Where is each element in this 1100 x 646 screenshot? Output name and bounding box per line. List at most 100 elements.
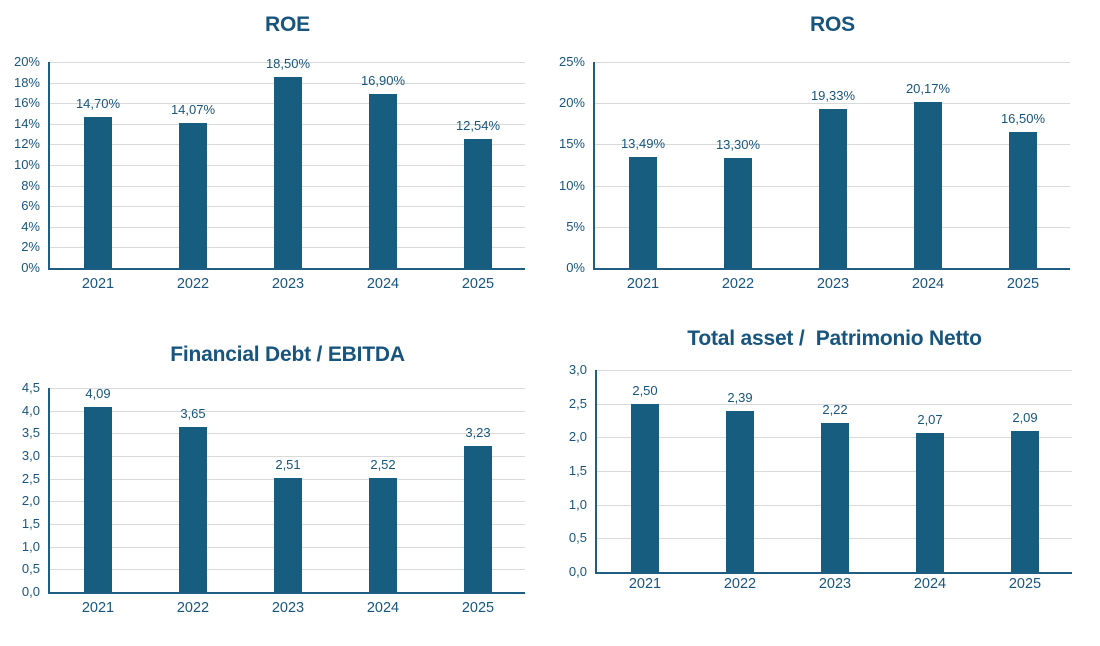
y-tick-label: 4% <box>21 219 40 234</box>
bar-2022 <box>179 123 207 268</box>
y-tick-label: 2,0 <box>21 493 40 508</box>
y-tick-label: 0,5 <box>21 561 40 576</box>
chart-roe-title: ROE <box>265 13 310 36</box>
y-tick-label: 0% <box>566 260 585 275</box>
bar-value-label: 2,50 <box>632 383 658 398</box>
bar-2023 <box>821 423 849 572</box>
x-axis-line <box>48 268 525 270</box>
chart-total-asset-patrimonio-netto-title: Total asset / Patrimonio Netto <box>687 327 982 350</box>
bar-value-label: 13,49% <box>620 136 666 151</box>
bar-value-label: 2,52 <box>370 457 396 472</box>
bar-2024 <box>369 478 397 592</box>
y-tick-label: 25% <box>558 54 585 69</box>
y-axis-line <box>595 370 597 574</box>
bar-value-label: 14,07% <box>170 102 216 117</box>
x-axis-label: 2022 <box>176 276 210 292</box>
x-axis-label: 2025 <box>1008 576 1042 592</box>
y-tick-label: 1,5 <box>21 516 40 531</box>
bar-2025 <box>1009 132 1037 268</box>
y-tick-label: 2,5 <box>568 396 587 411</box>
chart-ros: ROS 0% 5% 10% 15% 20% 25% 13,49% 2021 13,30% 2022… <box>550 0 1100 320</box>
x-axis-label: 2021 <box>81 600 115 616</box>
x-axis-label: 2024 <box>911 276 945 292</box>
y-axis-line <box>48 62 50 270</box>
gridline <box>50 388 525 389</box>
y-tick-label: 2,0 <box>568 429 587 444</box>
y-axis-line <box>48 388 50 594</box>
gridline <box>50 433 525 434</box>
y-tick-label: 1,5 <box>568 463 587 478</box>
bar-2021 <box>84 407 112 592</box>
bar-value-label: 3,23 <box>465 425 491 440</box>
y-tick-label: 20% <box>558 95 585 110</box>
x-axis-label: 2024 <box>366 276 400 292</box>
x-axis-line <box>48 592 525 594</box>
bar-value-label: 14,70% <box>75 96 121 111</box>
bar-2025 <box>1011 431 1039 572</box>
y-tick-label: 4,5 <box>21 380 40 395</box>
bar-2023 <box>819 109 847 268</box>
y-tick-label: 0,0 <box>568 564 587 579</box>
y-tick-label: 2% <box>21 239 40 254</box>
x-axis-label: 2025 <box>461 276 495 292</box>
y-axis-line <box>593 62 595 270</box>
bar-2022 <box>724 158 752 268</box>
y-tick-label: 16% <box>13 95 40 110</box>
y-tick-label: 8% <box>21 178 40 193</box>
x-axis-label: 2025 <box>1006 276 1040 292</box>
y-tick-label: 4,0 <box>21 403 40 418</box>
bar-2024 <box>369 94 397 268</box>
y-tick-label: 15% <box>558 136 585 151</box>
x-axis-label: 2023 <box>271 600 305 616</box>
gridline <box>50 411 525 412</box>
x-axis-label: 2024 <box>913 576 947 592</box>
bar-value-label: 2,09 <box>1012 410 1038 425</box>
y-tick-label: 3,0 <box>568 362 587 377</box>
bar-value-label: 2,07 <box>917 412 943 427</box>
x-axis-label: 2023 <box>816 276 850 292</box>
y-tick-label: 0,0 <box>21 584 40 599</box>
bar-value-label: 2,51 <box>275 457 301 472</box>
bar-2023 <box>274 77 302 268</box>
y-tick-label: 18% <box>13 75 40 90</box>
y-tick-label: 3,5 <box>21 425 40 440</box>
x-axis-label: 2023 <box>818 576 852 592</box>
y-tick-label: 6% <box>21 198 40 213</box>
bar-2021 <box>629 157 657 268</box>
bar-value-label: 13,30% <box>715 137 761 152</box>
gridline <box>597 404 1072 405</box>
bar-value-label: 18,50% <box>265 56 311 71</box>
y-tick-label: 2,5 <box>21 471 40 486</box>
gridline <box>595 103 1070 104</box>
x-axis-label: 2025 <box>461 600 495 616</box>
x-axis-label: 2022 <box>723 576 757 592</box>
x-axis-label: 2022 <box>176 600 210 616</box>
x-axis-line <box>593 268 1070 270</box>
y-tick-label: 0% <box>21 260 40 275</box>
y-tick-label: 14% <box>13 116 40 131</box>
x-axis-label: 2023 <box>271 276 305 292</box>
bar-2021 <box>631 404 659 572</box>
chart-roe: ROE 0% 2% 4% 6% 8% 10% 12% 14% 16% 18% 20% 14,70% 20… <box>0 0 550 320</box>
chart-total-asset-patrimonio-netto: Total asset / Patrimonio Netto 0,0 0,5 1,0… <box>550 320 1100 646</box>
bar-value-label: 19,33% <box>810 88 856 103</box>
gridline <box>50 62 525 63</box>
y-tick-label: 0,5 <box>568 530 587 545</box>
bar-2024 <box>914 102 942 268</box>
y-tick-label: 3,0 <box>21 448 40 463</box>
x-axis-label: 2021 <box>626 276 660 292</box>
bar-value-label: 16,50% <box>1000 111 1046 126</box>
x-axis-line <box>595 572 1072 574</box>
chart-financial-debt-ebitda-title: Financial Debt / EBITDA <box>170 343 405 366</box>
y-tick-label: 5% <box>566 219 585 234</box>
gridline <box>597 370 1072 371</box>
chart-ros-title: ROS <box>810 13 855 36</box>
bar-value-label: 12,54% <box>455 118 501 133</box>
x-axis-label: 2021 <box>628 576 662 592</box>
y-tick-label: 1,0 <box>568 497 587 512</box>
y-tick-label: 10% <box>13 157 40 172</box>
y-tick-label: 10% <box>558 178 585 193</box>
bar-value-label: 4,09 <box>85 386 111 401</box>
bar-2022 <box>179 427 207 592</box>
